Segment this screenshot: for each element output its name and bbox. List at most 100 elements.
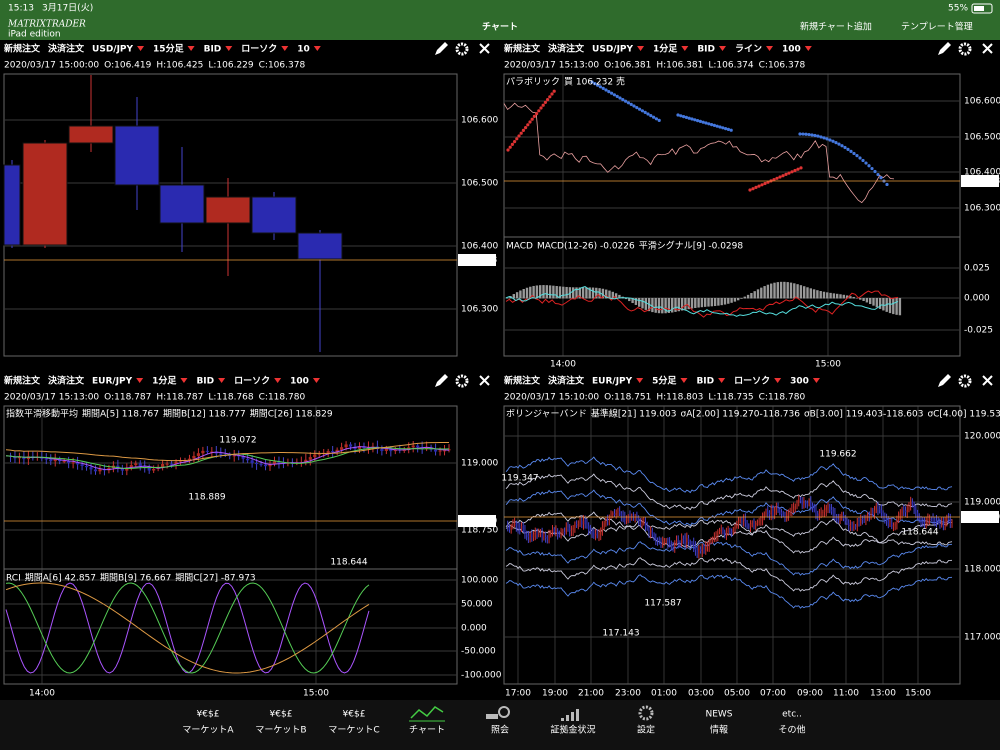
settings-icon[interactable] bbox=[455, 42, 469, 56]
candle-body bbox=[620, 513, 622, 516]
add-chart[interactable]: 新規チャート追加 bbox=[800, 21, 872, 33]
close-icon[interactable] bbox=[982, 43, 993, 54]
chart-setting[interactable]: BID bbox=[696, 377, 714, 387]
close-icon[interactable] bbox=[982, 375, 993, 386]
candle-body bbox=[791, 509, 793, 511]
chart-setting[interactable]: 100 bbox=[290, 377, 309, 387]
template[interactable]: テンプレート管理 bbox=[901, 21, 973, 33]
battery-level bbox=[974, 6, 984, 11]
chart-setting[interactable]: 100 bbox=[782, 45, 801, 55]
macd-bar bbox=[585, 287, 588, 299]
x-tick-label: 11:00 bbox=[833, 689, 859, 699]
candle-body bbox=[906, 509, 908, 513]
chart-setting[interactable]: USD/JPY bbox=[592, 45, 633, 55]
candle-body bbox=[259, 464, 263, 466]
sar-dot bbox=[552, 89, 556, 93]
tab-label[interactable]: その他 bbox=[778, 724, 805, 736]
chart-setting[interactable]: 10 bbox=[297, 45, 310, 55]
edit-icon[interactable] bbox=[435, 42, 448, 55]
order-button[interactable]: 決済注文 bbox=[48, 43, 85, 55]
chart-setting[interactable]: 5分足 bbox=[652, 375, 677, 387]
macd-bar bbox=[829, 292, 832, 299]
chart-setting[interactable]: 1分足 bbox=[152, 375, 177, 387]
chart-setting[interactable]: EUR/JPY bbox=[92, 377, 133, 387]
candle-body bbox=[357, 446, 362, 449]
edit-icon[interactable] bbox=[938, 374, 951, 387]
tab-label[interactable]: 照会 bbox=[491, 724, 509, 736]
candle-body bbox=[839, 515, 841, 521]
macd-bar bbox=[737, 298, 740, 301]
dropdown-arrow bbox=[718, 378, 726, 383]
candle-body bbox=[896, 520, 898, 525]
sar-dot bbox=[748, 188, 752, 192]
candle-body bbox=[904, 510, 907, 513]
order-button[interactable]: 決済注文 bbox=[548, 43, 585, 55]
settings-icon[interactable] bbox=[958, 42, 972, 56]
indicator-line bbox=[5, 582, 370, 674]
macd-bar bbox=[638, 298, 641, 307]
edit-icon[interactable] bbox=[435, 374, 448, 387]
order-button[interactable]: 決済注文 bbox=[548, 375, 585, 387]
chart-setting[interactable]: BID bbox=[204, 45, 222, 55]
candle-body bbox=[899, 513, 901, 517]
order-button[interactable]: 新規注文 bbox=[504, 43, 541, 55]
tab-label[interactable]: マーケットB bbox=[255, 725, 306, 736]
order-button[interactable]: 新規注文 bbox=[504, 375, 541, 387]
tab-label[interactable]: マーケットC bbox=[328, 725, 379, 736]
candle-body bbox=[393, 449, 397, 452]
sar-dot bbox=[796, 167, 800, 171]
macd-bar bbox=[624, 298, 628, 300]
y-tick-label: -50.000 bbox=[461, 647, 496, 657]
chart-setting[interactable]: ローソク bbox=[734, 376, 770, 387]
close-icon[interactable] bbox=[479, 375, 490, 386]
macd-bar bbox=[687, 298, 690, 310]
macd-bar bbox=[591, 287, 595, 299]
candle-body bbox=[569, 527, 571, 531]
tab-icon: ¥€$£ bbox=[270, 710, 293, 720]
tab-label[interactable]: マーケットA bbox=[182, 725, 234, 736]
sar-dot bbox=[849, 149, 853, 153]
chart-setting[interactable]: 1分足 bbox=[653, 43, 678, 55]
candle-body bbox=[873, 510, 876, 514]
ohlc-info: L:118.768 bbox=[208, 393, 254, 403]
order-button[interactable]: 新規注文 bbox=[4, 375, 41, 387]
settings-icon[interactable] bbox=[455, 374, 469, 388]
macd-bar bbox=[707, 298, 710, 307]
order-button[interactable]: 新規注文 bbox=[4, 43, 41, 55]
chart-setting[interactable]: ライン bbox=[735, 44, 762, 55]
macd-bar bbox=[667, 298, 671, 313]
candle-body bbox=[380, 449, 384, 451]
chart-setting[interactable]: BID bbox=[697, 45, 715, 55]
candle-body bbox=[335, 449, 339, 452]
tab-label[interactable]: 設定 bbox=[637, 724, 655, 736]
chart-setting[interactable]: USD/JPY bbox=[92, 45, 133, 55]
settings-icon[interactable] bbox=[958, 374, 972, 388]
candle-body bbox=[915, 508, 917, 513]
price-annotation: 119.347 bbox=[501, 474, 538, 484]
candle-body bbox=[882, 513, 884, 517]
ohlc-info: 2020/03/17 15:13:00 bbox=[4, 393, 99, 403]
chart-setting[interactable]: 15分足 bbox=[153, 43, 185, 55]
close-icon[interactable] bbox=[479, 43, 490, 54]
sar-dot bbox=[684, 115, 689, 119]
candle-body bbox=[913, 504, 915, 509]
tab-label[interactable]: 証拠金状況 bbox=[550, 724, 595, 736]
edit-icon[interactable] bbox=[938, 42, 951, 55]
macd-bar bbox=[601, 288, 605, 299]
candle-body bbox=[756, 522, 759, 524]
order-button[interactable]: 決済注文 bbox=[48, 375, 85, 387]
candle-body bbox=[930, 518, 932, 520]
tab-label[interactable]: 情報 bbox=[710, 724, 728, 736]
tab-icon: ¥€$£ bbox=[343, 710, 366, 720]
macd-bar bbox=[776, 282, 779, 299]
chart-setting[interactable]: BID bbox=[196, 377, 214, 387]
chart-setting[interactable]: EUR/JPY bbox=[592, 377, 633, 387]
chart-setting[interactable]: ローソク bbox=[234, 376, 270, 387]
y-tick-label: 0.000 bbox=[461, 624, 487, 634]
chart-setting[interactable]: ローソク bbox=[241, 44, 277, 55]
macd-bar bbox=[746, 294, 750, 299]
candle-body bbox=[782, 514, 784, 516]
chart-setting[interactable]: 300 bbox=[790, 377, 809, 387]
y-tick-label: 106.300 bbox=[964, 204, 1000, 214]
tab-label[interactable]: チャート bbox=[409, 725, 445, 736]
